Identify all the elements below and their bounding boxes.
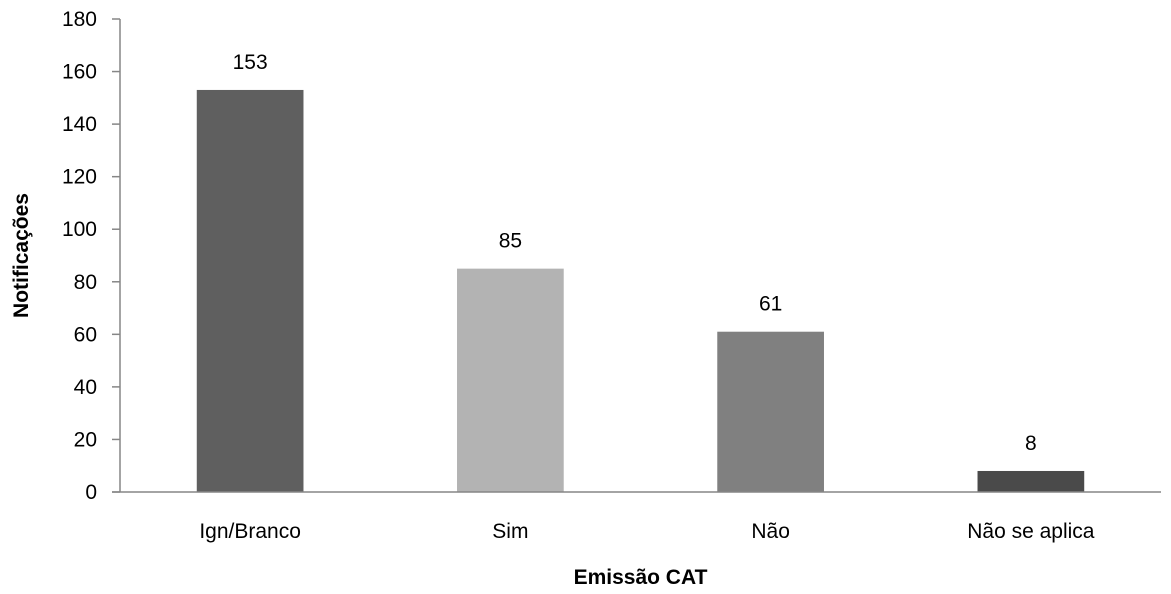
y-axis-title: Notificações bbox=[10, 193, 33, 318]
y-tick-label: 160 bbox=[62, 61, 97, 84]
x-category-label: Não se aplica bbox=[967, 520, 1095, 543]
bar-value-label: 61 bbox=[759, 293, 782, 316]
bar-value-label: 8 bbox=[1025, 432, 1037, 455]
y-tick-label: 100 bbox=[62, 218, 97, 241]
y-tick-label: 140 bbox=[62, 113, 97, 136]
y-tick-label: 20 bbox=[74, 428, 97, 451]
y-tick-label: 0 bbox=[85, 481, 97, 504]
bar-value-label: 153 bbox=[233, 51, 268, 74]
y-tick-label: 60 bbox=[74, 323, 97, 346]
x-category-label: Sim bbox=[492, 520, 528, 543]
x-category-label: Ign/Branco bbox=[199, 520, 301, 543]
y-tick-label: 180 bbox=[62, 8, 97, 31]
bar bbox=[196, 89, 304, 492]
x-category-label: Não bbox=[751, 520, 790, 543]
x-axis-title: Emissão CAT bbox=[574, 566, 708, 589]
x-axis-category-labels: Ign/Branco Sim Não Não se aplica bbox=[199, 520, 1094, 543]
data-labels: 153 85 61 8 bbox=[233, 51, 1037, 455]
bars bbox=[196, 89, 1085, 492]
y-tick-label: 120 bbox=[62, 166, 97, 189]
bar bbox=[977, 470, 1085, 492]
y-tick-label: 40 bbox=[74, 376, 97, 399]
bar bbox=[717, 331, 824, 492]
bar bbox=[457, 268, 564, 492]
y-axis-ticks: 0 20 40 60 80 100 120 140 160 180 bbox=[62, 8, 120, 504]
bar-value-label: 85 bbox=[499, 230, 522, 253]
y-tick-label: 80 bbox=[74, 271, 97, 294]
